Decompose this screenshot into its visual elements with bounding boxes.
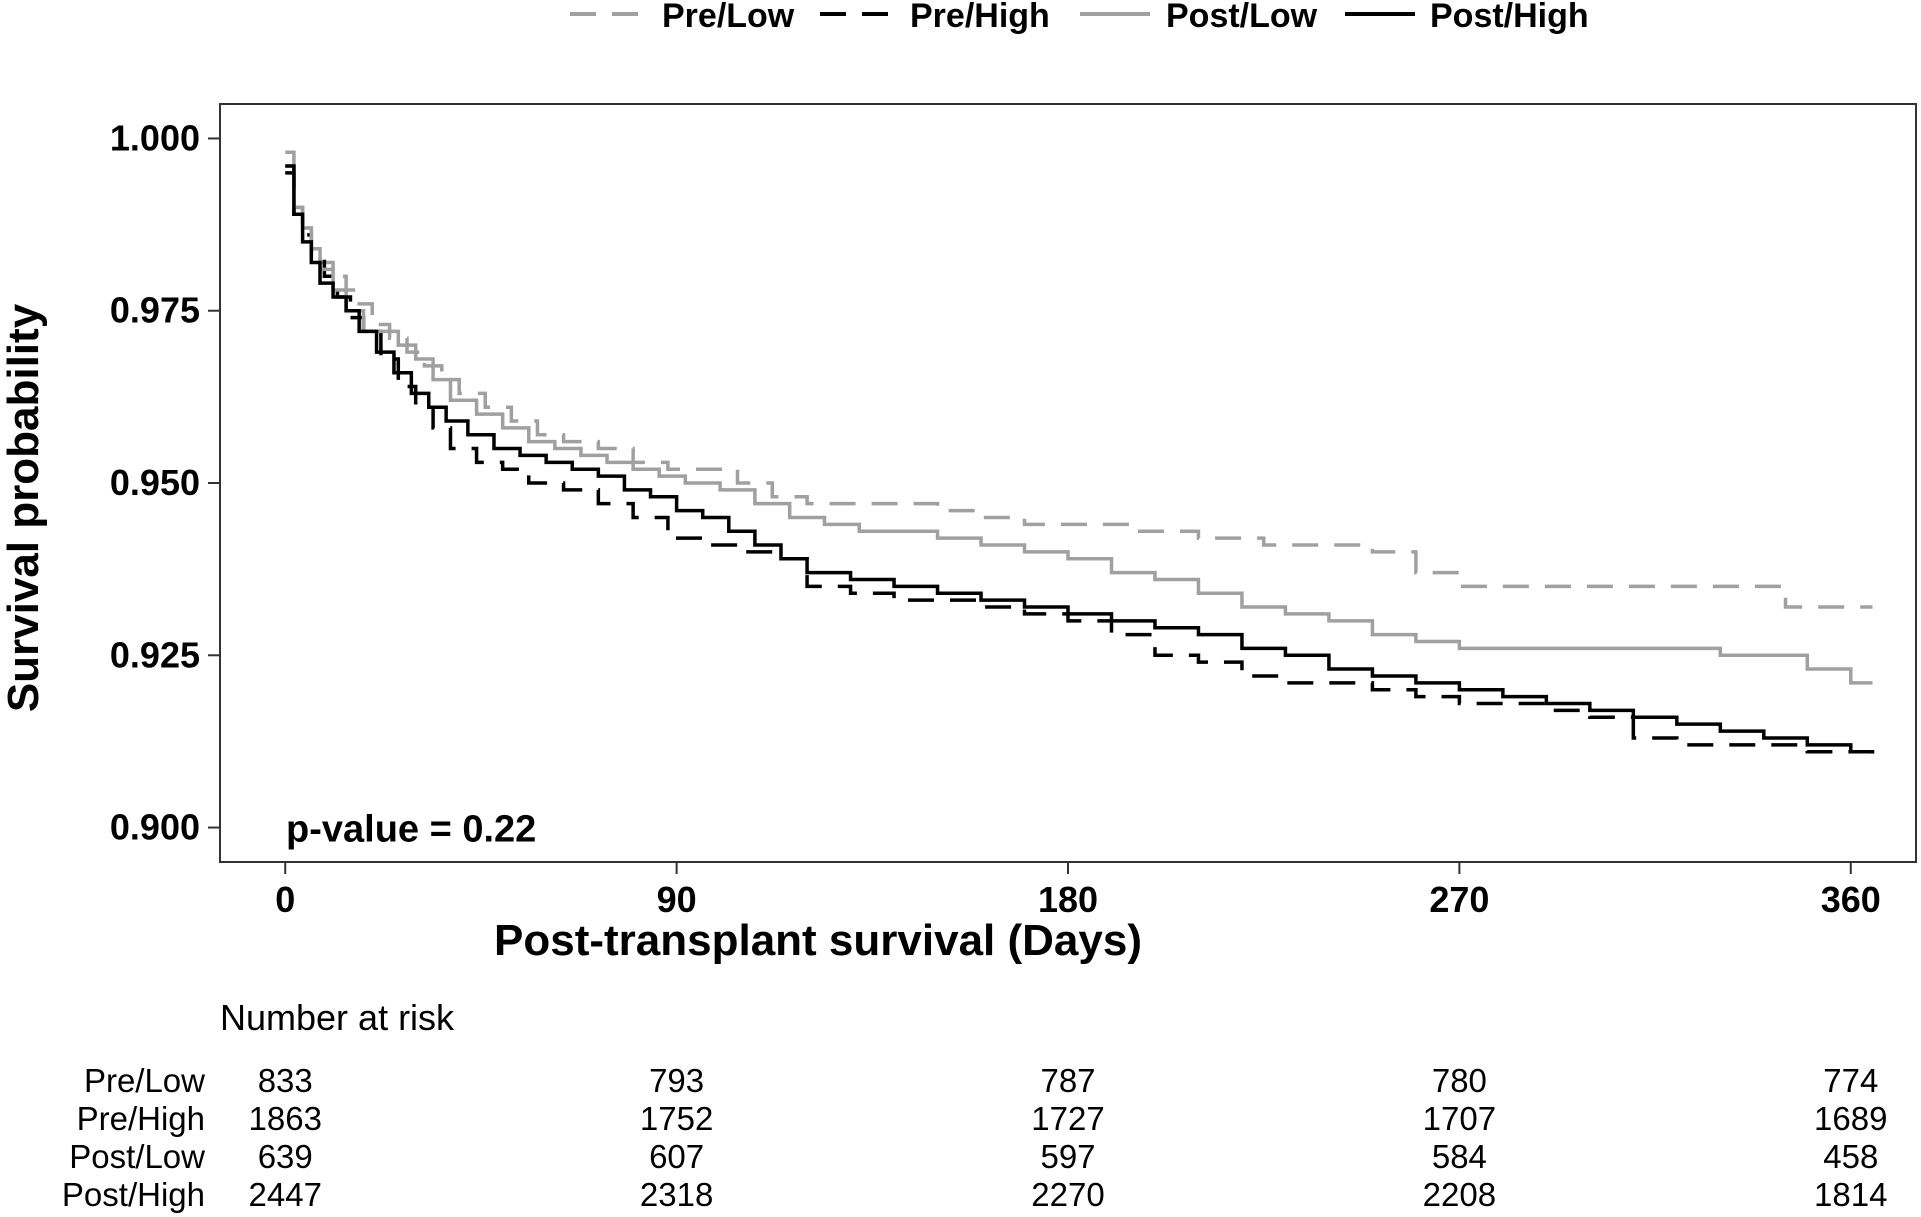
risk-value: 2447: [249, 1176, 322, 1213]
legend: Pre/Low Pre/High Post/Low Post/High: [570, 0, 1589, 35]
risk-value: 639: [258, 1138, 313, 1175]
legend-label: Pre/High: [910, 0, 1050, 35]
series-line-pre-low: [285, 164, 1873, 609]
risk-value: 793: [649, 1062, 704, 1099]
survival-curves: [285, 150, 1875, 759]
x-tick-label: 270: [1429, 879, 1489, 920]
risk-value: 584: [1432, 1138, 1487, 1175]
risk-value: 607: [649, 1138, 704, 1175]
legend-label: Post/High: [1430, 0, 1589, 35]
x-tick-label: 180: [1038, 879, 1098, 920]
risk-row-label: Pre/Low: [84, 1062, 205, 1099]
x-axis-title: Post-transplant survival (Days): [494, 916, 1142, 965]
risk-value: 1863: [249, 1100, 322, 1137]
risk-table: Pre/Low 833 793 787 780 774 Pre/High 1863 1752 17…: [62, 1062, 1888, 1213]
x-axis: 0 90 180 270 360: [275, 862, 1881, 920]
risk-value: 1814: [1814, 1176, 1887, 1213]
y-tick-label: 0.950: [110, 462, 200, 503]
risk-value: 787: [1040, 1062, 1095, 1099]
risk-value: 833: [258, 1062, 313, 1099]
risk-value: 458: [1823, 1138, 1878, 1175]
series-line-post-low: [285, 150, 1873, 685]
risk-value: 1727: [1031, 1100, 1104, 1137]
risk-value: 2318: [640, 1176, 713, 1213]
y-axis: 0.900 0.925 0.950 0.975 1.000: [110, 117, 220, 848]
y-tick-label: 0.975: [110, 290, 200, 331]
x-tick-label: 360: [1821, 879, 1881, 920]
risk-value: 597: [1040, 1138, 1095, 1175]
x-tick-label: 0: [275, 879, 295, 920]
risk-value: 2208: [1423, 1176, 1496, 1213]
x-tick-label: 90: [657, 879, 697, 920]
risk-table-title: Number at risk: [220, 997, 455, 1038]
risk-row-label: Pre/High: [77, 1100, 205, 1137]
series-line-post-high: [285, 164, 1873, 754]
y-tick-label: 1.000: [110, 117, 200, 158]
p-value-annotation: p-value = 0.22: [286, 809, 536, 851]
risk-value: 1752: [640, 1100, 713, 1137]
y-tick-label: 0.900: [110, 807, 200, 848]
risk-row-label: Post/High: [62, 1176, 205, 1213]
series-line-pre-high: [285, 171, 1875, 759]
plot-frame: [219, 103, 1917, 863]
risk-row-label: Post/Low: [69, 1138, 205, 1175]
y-tick-label: 0.925: [110, 634, 200, 675]
risk-value: 1689: [1814, 1100, 1887, 1137]
legend-label: Pre/Low: [662, 0, 795, 35]
risk-value: 774: [1823, 1062, 1878, 1099]
risk-value: 2270: [1031, 1176, 1104, 1213]
y-axis-title: Survival probability: [0, 303, 48, 712]
risk-value: 1707: [1423, 1100, 1496, 1137]
risk-value: 780: [1432, 1062, 1487, 1099]
legend-label: Post/Low: [1166, 0, 1318, 35]
